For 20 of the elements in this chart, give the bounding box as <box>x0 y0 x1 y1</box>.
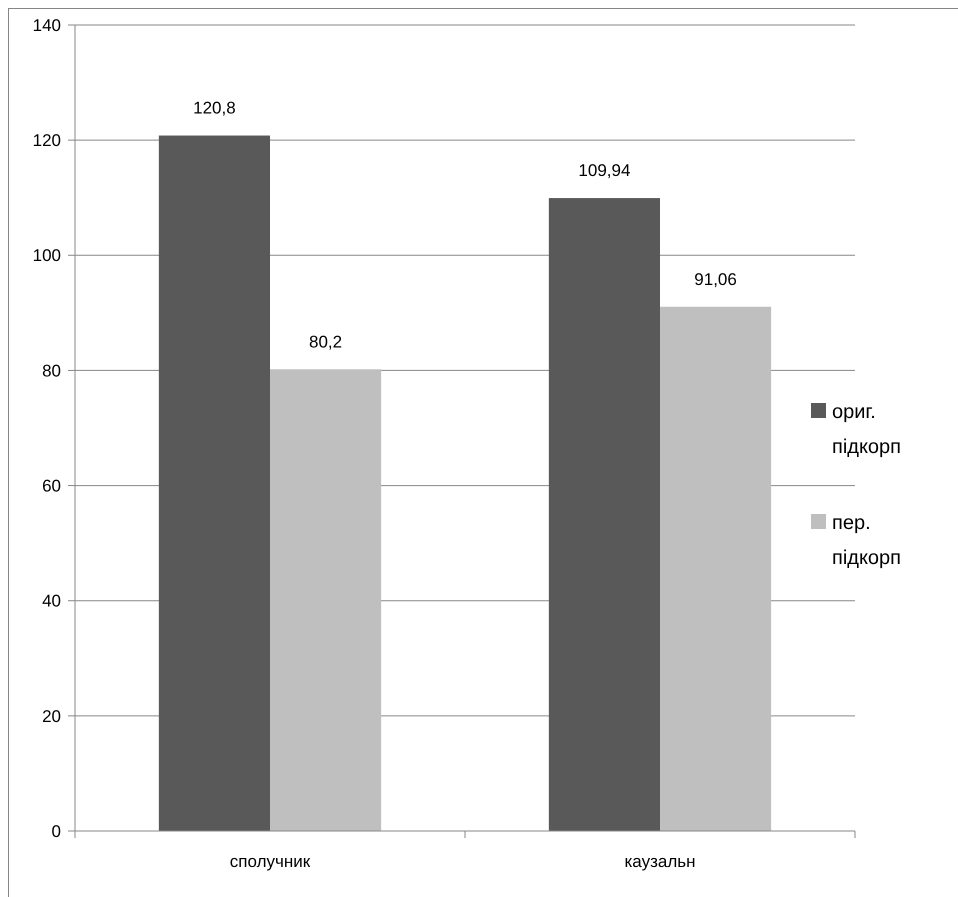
bar <box>158 136 270 831</box>
y-tick-label: 20 <box>42 706 61 726</box>
legend-label: ориг. підкорп <box>832 401 901 458</box>
y-tick-label: 80 <box>42 361 61 380</box>
y-tick-label: 60 <box>42 476 61 496</box>
bar <box>660 306 772 831</box>
y-tick-label: 0 <box>52 822 61 841</box>
data-label: 91,06 <box>694 270 737 289</box>
y-tick-label: 40 <box>42 592 61 611</box>
y-tick-label: 100 <box>32 246 61 266</box>
bar <box>270 369 382 831</box>
x-tick-label: каузальн <box>624 852 696 871</box>
x-tick-label: сполучник <box>230 852 311 871</box>
y-tick-label: 140 <box>32 16 61 35</box>
bar <box>548 198 660 831</box>
data-label: 109,94 <box>578 161 630 180</box>
data-label: 120,8 <box>193 98 236 118</box>
y-tick-label: 120 <box>32 131 61 150</box>
data-label: 80,2 <box>309 332 342 352</box>
legend-label: пер. підкорп <box>832 512 901 569</box>
